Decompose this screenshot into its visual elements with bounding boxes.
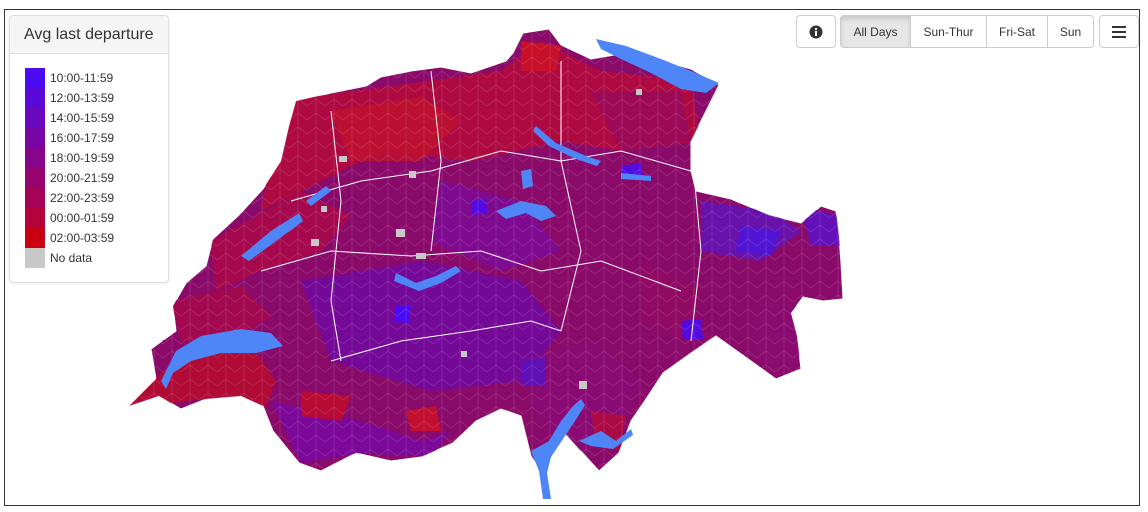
legend-label: 02:00-03:59 [50,231,115,245]
legend-item: 02:00-03:59 [25,228,114,248]
legend-swatch [25,148,45,168]
filter-fri-sat-button[interactable]: Fri-Sat [986,15,1048,48]
lake-walen [621,173,651,181]
map-frame[interactable] [4,9,1140,506]
legend-swatch [25,248,45,268]
hamburger-menu-icon [1112,25,1126,38]
legend-swatch [25,68,45,88]
legend-swatch [25,228,45,248]
menu-button[interactable] [1099,15,1139,48]
legend-swatch [25,168,45,188]
legend-swatch [25,208,45,228]
municipality-regions[interactable] [5,10,1140,506]
lake-thun-brienz [394,266,461,291]
info-button[interactable] [796,15,836,48]
legend-panel: Avg last departure 10:00-11:59 12:00-13:… [9,15,169,283]
legend-label: 18:00-19:59 [50,151,115,165]
legend-item: 00:00-01:59 [25,208,114,228]
legend-item: 12:00-13:59 [25,88,114,108]
legend-label: No data [50,251,93,265]
legend-list: 10:00-11:59 12:00-13:59 14:00-15:59 16:0… [25,68,114,268]
lake-geneva [161,329,283,389]
lake-constance [596,39,719,93]
legend-item: 16:00-17:59 [25,128,114,148]
lake-zurich [533,126,601,166]
lakes [161,39,719,499]
legend-swatch [25,108,45,128]
day-filter-group: All Days Sun-Thur Fri-Sat Sun [840,15,1094,48]
legend-label: 10:00-11:59 [50,71,114,85]
legend-item: 22:00-23:59 [25,188,114,208]
legend-item: 20:00-21:59 [25,168,114,188]
legend-item: 10:00-11:59 [25,68,114,88]
lake-lugano [579,429,633,449]
legend-swatch [25,188,45,208]
legend-item: No data [25,248,114,268]
legend-swatch [25,128,45,148]
legend-title: Avg last departure [10,16,168,54]
lake-zug [521,169,533,189]
legend-label: 00:00-01:59 [50,211,115,225]
lake-maggiore [531,399,585,499]
legend-item: 18:00-19:59 [25,148,114,168]
legend-swatch [25,88,45,108]
legend-label: 16:00-17:59 [50,131,115,145]
legend-label: 20:00-21:59 [50,171,115,185]
filter-all-days-button[interactable]: All Days [840,15,911,48]
legend-label: 14:00-15:59 [50,111,115,125]
lake-neuchatel [241,213,303,261]
filter-sun-button[interactable]: Sun [1047,15,1094,48]
switzerland-map[interactable] [5,10,1140,506]
legend-item: 14:00-15:59 [25,108,114,128]
legend-label: 22:00-23:59 [50,191,115,205]
lake-biel [306,186,331,206]
filter-sun-thur-button[interactable]: Sun-Thur [910,15,987,48]
lake-lucerne [496,201,556,221]
legend-label: 12:00-13:59 [50,91,115,105]
info-circle-icon [809,25,823,38]
